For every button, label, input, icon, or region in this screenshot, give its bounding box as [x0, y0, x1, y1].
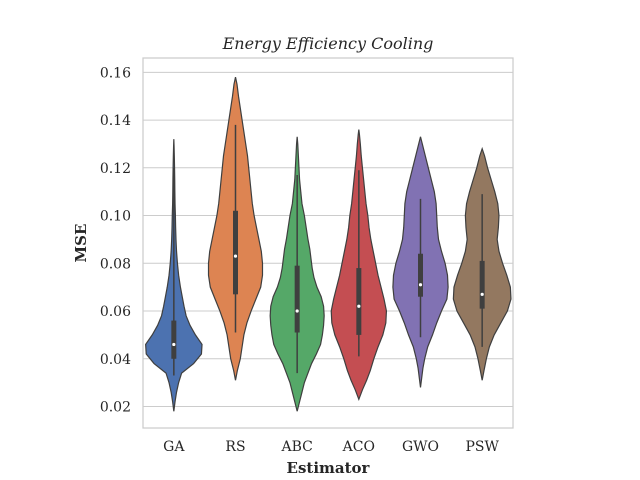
y-tick-label: 0.10 [100, 209, 131, 225]
plot-frame [142, 57, 514, 429]
violin-iqr-box [294, 265, 300, 333]
violin-iqr-box [418, 253, 423, 297]
violin-median-dot [295, 309, 299, 313]
violin-gwo [392, 136, 449, 388]
violin-iqr-box [171, 320, 177, 359]
violin-iqr-box [479, 260, 485, 309]
grid-layer [142, 57, 514, 429]
y-tick-label: 0.14 [100, 113, 131, 129]
violin-median-dot [172, 342, 176, 347]
y-axis-label: MSE [72, 224, 90, 263]
x-tick-label: RS [225, 439, 245, 455]
violin-median-dot [357, 304, 361, 308]
violin-median-dot [480, 292, 484, 296]
x-axis-label: Estimator [287, 459, 371, 477]
chart-title: Energy Efficiency Cooling [222, 34, 434, 53]
violin-iqr-box [356, 268, 362, 335]
y-tick-label: 0.04 [100, 352, 131, 368]
violin-median-dot [233, 254, 238, 258]
y-tick-label: 0.06 [100, 304, 131, 320]
x-tick-label: ABC [280, 439, 312, 455]
x-tick-labels: GA RS ABC ACO GWO PSW [163, 439, 499, 455]
violin-median-dot [418, 283, 423, 287]
violin-iqr-box [233, 210, 238, 295]
violin-rs [207, 76, 264, 381]
x-tick-label: ACO [342, 439, 375, 455]
violin-layer [145, 76, 512, 412]
y-tick-label: 0.12 [100, 161, 131, 177]
plot-area [143, 58, 513, 428]
violin-ga [145, 139, 203, 412]
y-tick-label: 0.02 [100, 400, 131, 416]
x-tick-label: GWO [402, 439, 439, 455]
y-tick-label: 0.08 [100, 256, 131, 272]
x-tick-label: GA [163, 439, 185, 455]
y-tick-labels: 0.02 0.04 0.06 0.08 0.10 0.12 0.14 0.16 [100, 65, 131, 415]
violin-aco [330, 129, 388, 402]
violin-psw [452, 146, 512, 381]
y-tick-label: 0.16 [100, 65, 131, 81]
violin-abc [269, 136, 325, 412]
x-tick-label: PSW [465, 439, 499, 455]
